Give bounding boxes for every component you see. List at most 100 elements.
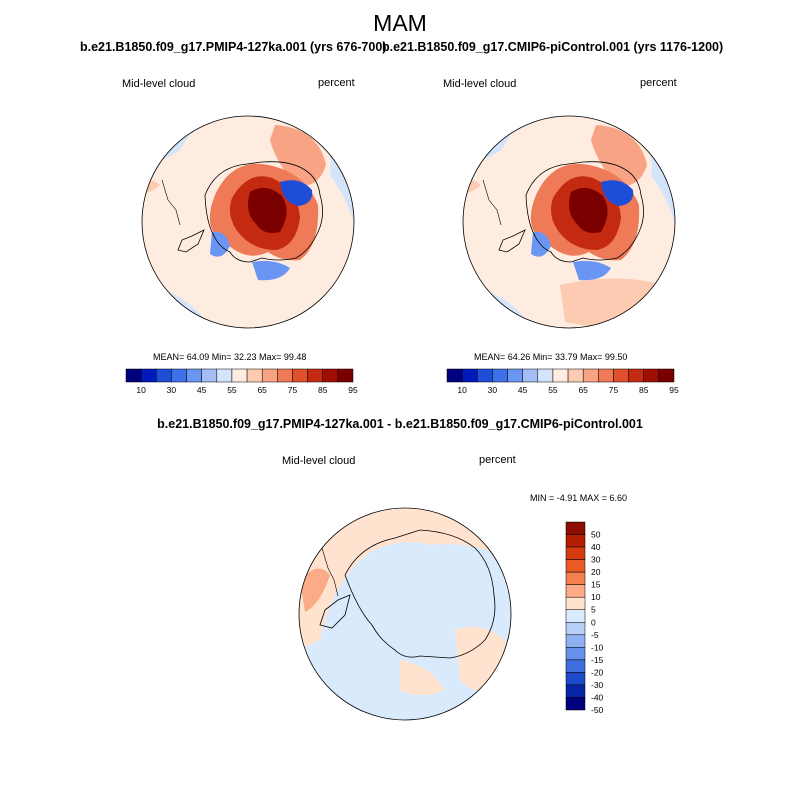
panel-2-colorbar-swatch: [582, 368, 599, 383]
panel-1-colorbar-label: 10: [136, 385, 146, 395]
panel-3-colorbar-swatch: [565, 634, 586, 648]
panel-2-colorbar-swatch: [552, 368, 569, 383]
panel-1-antarctica-coastline: [177, 161, 323, 263]
panel-3-colorbar-label: 5: [591, 605, 596, 615]
panel-3-colorbar-label: -15: [591, 655, 604, 665]
panel-2-colorbar-label: 55: [548, 385, 558, 395]
panel-3-field-positive: [299, 508, 511, 650]
panel-3-map: [298, 507, 512, 721]
panel-2-colorbar-label: 95: [669, 385, 679, 395]
panel-2-units-label: percent: [640, 77, 677, 89]
panel-1-colorbar-label: 55: [227, 385, 237, 395]
panel-1-south-america-coastline: [161, 179, 181, 226]
panel-3-colorbar-label: 20: [591, 567, 601, 577]
panel-1-field-blue-patch: [280, 180, 313, 206]
panel-3-antarctica-coastline: [319, 529, 496, 659]
panel-1-colorbar-swatch: [171, 368, 187, 383]
panel-2-map: [462, 115, 676, 329]
panel-3-colorbar-swatch: [565, 584, 586, 598]
panel-3-colorbar-swatch: [565, 684, 586, 698]
panel-3-colorbar-swatch: [565, 672, 586, 686]
panel-3-colorbar-label: 15: [591, 580, 601, 590]
panel-2-colorbar-swatch: [507, 368, 523, 383]
panel-3-colorbar-swatch: [565, 571, 586, 585]
panel-2-south-america-coastline: [482, 179, 502, 226]
panel-1-colorbar-swatch: [140, 368, 157, 383]
panel-2-colorbar-label: 65: [578, 385, 588, 395]
panel-1-colorbar-label: 30: [167, 385, 177, 395]
panel-3-colorbar-swatch: [565, 596, 586, 610]
panel-1-colorbar-swatch: [125, 368, 142, 383]
panel-3-field-positive-strong: [300, 568, 330, 612]
panel-1-colorbar-swatch: [156, 368, 172, 383]
panel-2-field-blue-patch: [601, 180, 634, 206]
panel-1-field-ne-high: [270, 125, 326, 186]
panel-1-units-label: percent: [318, 77, 355, 89]
panel-1-colorbar-swatch: [261, 368, 278, 383]
panel-2-colorbar-swatch: [522, 368, 539, 383]
panel-2-field-max: [569, 187, 608, 233]
panel-2-colorbar-swatch: [598, 368, 614, 383]
panel-1-stats: MEAN= 64.09 Min= 32.23 Max= 99.48: [153, 352, 307, 362]
panel-3-map-boundary: [298, 507, 512, 721]
panel-3-colorbar-label: 10: [591, 592, 601, 602]
panel-1-colorbar-swatch: [216, 368, 233, 383]
panel-1-colorbar-label: 45: [197, 385, 207, 395]
panel-1-title: b.e21.B1850.f09_g17.PMIP4-127ka.001 (yrs…: [80, 40, 387, 54]
panel-1-colorbar-swatch: [231, 368, 248, 383]
panel-3-colorbar-swatch: [565, 647, 586, 661]
panel-2-colorbar-swatch: [613, 368, 629, 383]
panel-1-map-boundary: [141, 115, 355, 329]
panel-1-field-ross-low: [252, 260, 290, 281]
panel-2-colorbar-swatch: [446, 368, 463, 383]
panel-3-colorbar-swatch: [565, 622, 586, 636]
figure-title: MAM: [373, 10, 427, 36]
panel-3-colorbar-swatch: [565, 521, 586, 535]
panel-2-colorbar-swatch: [537, 368, 554, 383]
panel-1-colorbar-swatch: [277, 368, 293, 383]
panel-2-colorbar-label: 30: [488, 385, 498, 395]
panel-3-colorbar-swatch: [565, 559, 586, 573]
panel-1-colorbar-label: 85: [318, 385, 328, 395]
panel-3-colorbar-label: -40: [591, 692, 604, 702]
panel-1-colorbar-swatch: [292, 368, 308, 383]
panel-2-colorbar-swatch: [477, 368, 493, 383]
panel-3-colorbar-label: -20: [591, 667, 604, 677]
panel-1-colorbar-swatch: [337, 368, 354, 383]
panel-3-colorbar-label: -50: [591, 705, 604, 715]
panel-2-colorbar-swatch: [492, 368, 508, 383]
panel-3-colorbar-swatch: [565, 546, 586, 560]
panel-3-colorbar-label: 30: [591, 555, 601, 565]
panel-3-colorbar-label: -10: [591, 642, 604, 652]
panel-2-colorbar-swatch: [567, 368, 584, 383]
panel-1-colorbar-swatch: [307, 368, 323, 383]
panel-2-field-ne-high: [591, 125, 647, 186]
panel-2-colorbar-label: 10: [457, 385, 467, 395]
panel-2-title: b.e21.B1850.f09_g17.CMIP6-piControl.001 …: [382, 40, 724, 54]
panel-3-colorbar-label: -30: [591, 680, 604, 690]
panel-2-colorbar-swatch: [658, 368, 675, 383]
panel-3-stats: MIN = -4.91 MAX = 6.60: [530, 493, 628, 503]
panel-2-field-ross-low: [573, 260, 611, 281]
panel-1-colorbar-label: 75: [288, 385, 298, 395]
panel-2-antarctica-coastline: [498, 161, 644, 263]
panel-3-colorbar-label: 0: [591, 617, 596, 627]
panel-2-colorbar: 10 30 45 55 65 75 85 95: [446, 368, 679, 395]
panel-3-colorbar-label: 40: [591, 542, 601, 552]
panel-3-colorbar-swatch: [565, 609, 586, 623]
panel-3-variable-label: Mid-level cloud: [282, 455, 356, 467]
panel-3-south-america-coastline: [321, 547, 339, 597]
panel-1-colorbar-swatch: [246, 368, 263, 383]
panel-1-colorbar-swatch: [186, 368, 202, 383]
panel-1-colorbar-swatch: [201, 368, 218, 383]
panel-3-colorbar-label: -5: [591, 630, 599, 640]
panel-1-field-max: [248, 187, 287, 233]
panel-2-map-boundary: [462, 115, 676, 329]
panel-2-variable-label: Mid-level cloud: [443, 78, 517, 90]
panel-1-colorbar-swatch: [322, 368, 339, 383]
panel-2-colorbar-swatch: [461, 368, 478, 383]
panel-2-colorbar-label: 85: [639, 385, 649, 395]
panel-3-colorbar-swatch: [565, 534, 586, 548]
